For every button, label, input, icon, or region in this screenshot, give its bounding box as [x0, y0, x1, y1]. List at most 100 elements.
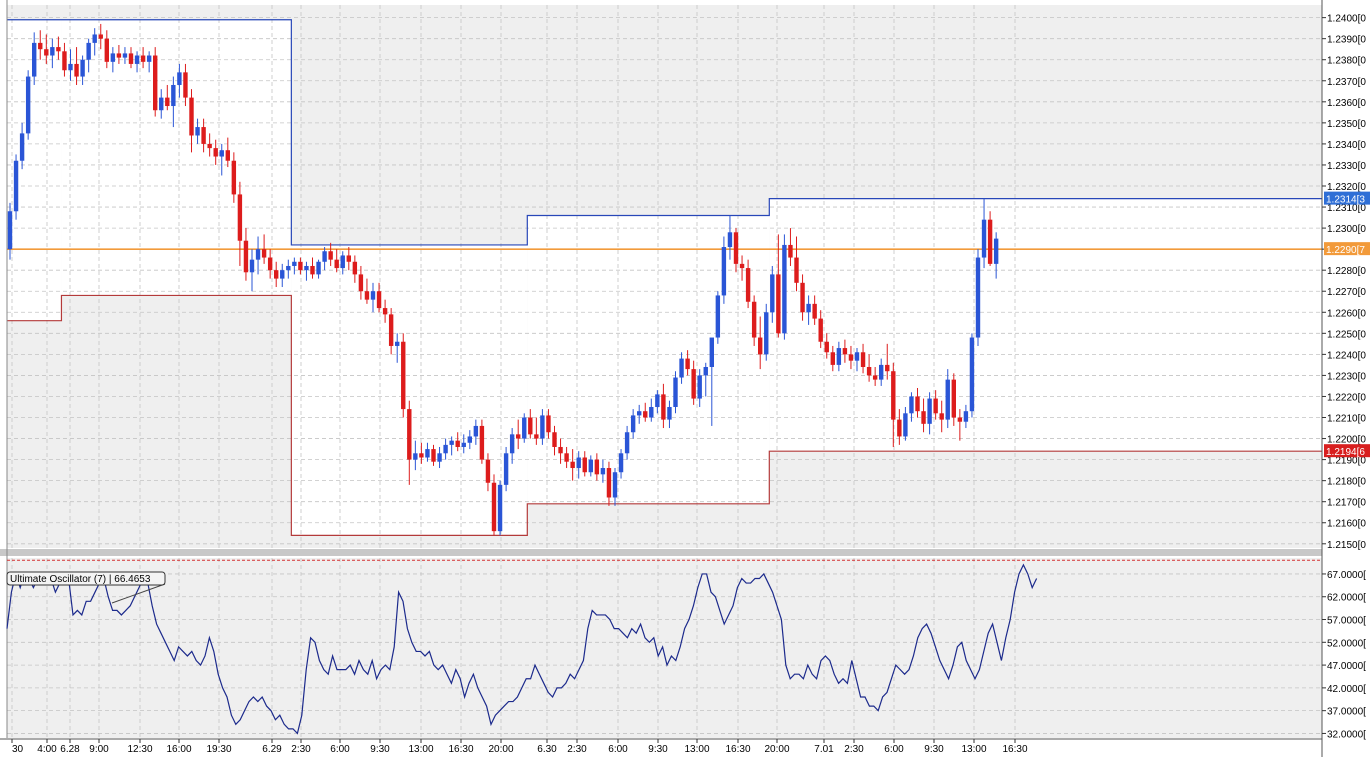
candle-body — [522, 417, 527, 439]
candle — [854, 348, 860, 372]
candle-body — [122, 53, 128, 58]
candle-body — [395, 341, 400, 346]
price-tick-label: 1.2150[0 — [1327, 540, 1366, 551]
candle-body — [745, 268, 751, 302]
candle-body — [116, 53, 122, 58]
time-tick-label: 13:00 — [408, 744, 433, 755]
grid — [7, 5, 1322, 738]
candle — [32, 32, 37, 85]
candle — [715, 291, 721, 344]
candle — [316, 259, 321, 279]
candle — [975, 249, 981, 346]
candle — [721, 236, 727, 304]
candle — [86, 38, 91, 73]
candle — [110, 47, 116, 73]
candle-body — [207, 143, 212, 149]
candle-body — [237, 194, 243, 241]
candle-body — [304, 265, 309, 271]
upper-band-line — [7, 19, 1322, 246]
candle-body — [92, 34, 97, 43]
candle — [655, 390, 660, 414]
candle-body — [891, 371, 896, 420]
candle-body — [588, 459, 593, 473]
candle-body — [721, 247, 727, 296]
candle — [782, 234, 787, 340]
candle — [370, 282, 376, 313]
time-tick-label: 6:00 — [884, 744, 904, 755]
candle-body — [38, 42, 43, 50]
candle — [897, 409, 902, 445]
candle-body — [618, 453, 624, 473]
pane-divider[interactable] — [0, 549, 1322, 556]
candle-body — [68, 63, 73, 71]
candle-body — [177, 72, 182, 85]
candle-body — [479, 425, 485, 460]
candle-body — [243, 240, 249, 273]
candle-body — [165, 97, 170, 107]
candle — [140, 47, 146, 69]
candle-body — [219, 150, 224, 157]
candle — [431, 444, 436, 466]
candle-body — [98, 34, 103, 39]
candle — [624, 425, 630, 460]
candle-body — [370, 291, 376, 300]
time-tick-label: 20:00 — [488, 744, 513, 755]
price-tick-label: 1.2390[0 — [1327, 35, 1366, 46]
oscillator-legend[interactable]: Ultimate Oscillator (7) | 66.4653 — [6, 571, 166, 604]
candle-body — [50, 47, 55, 56]
candle-body — [74, 63, 79, 77]
candle-body — [981, 219, 987, 258]
price-tick-label: 1.2220[0 — [1327, 392, 1366, 403]
candle-body — [401, 341, 406, 410]
candle-body — [473, 425, 479, 437]
candle — [679, 352, 684, 384]
candle — [588, 455, 593, 477]
candle — [915, 388, 920, 418]
candle-body — [939, 413, 944, 420]
time-tick-label: 2:30 — [844, 744, 864, 755]
candle-body — [951, 379, 956, 418]
candle-body — [437, 453, 442, 462]
candle — [62, 42, 67, 77]
candle-body — [788, 244, 793, 258]
candle-body — [110, 53, 116, 62]
candle — [558, 438, 563, 464]
time-tick-label: 6:00 — [330, 744, 350, 755]
candle — [382, 299, 388, 323]
candle — [146, 51, 152, 73]
candle — [255, 236, 261, 275]
candle — [776, 234, 781, 338]
price-tick-label: 1.2320[0 — [1327, 182, 1366, 193]
time-tick-label: 16:30 — [448, 744, 473, 755]
candle-body — [44, 49, 49, 56]
candle-body — [739, 263, 745, 269]
candle — [509, 428, 515, 464]
candle-body — [388, 314, 394, 346]
candle — [195, 118, 200, 144]
price-tick-label: 1.2380[0 — [1327, 56, 1366, 67]
price-tag-box — [1324, 444, 1370, 458]
candle-body — [897, 419, 902, 437]
candle-body — [576, 457, 581, 469]
candle-body — [467, 436, 472, 443]
time-tick-label: 30 — [12, 744, 24, 755]
candle-body — [643, 411, 648, 418]
candle-body — [32, 42, 37, 77]
candle — [334, 249, 339, 273]
price-tag-label: 1.2194[6 — [1326, 447, 1365, 458]
time-tick-label: 6:00 — [608, 744, 628, 755]
candle-body — [431, 449, 436, 462]
candle — [879, 358, 884, 386]
candle — [298, 257, 303, 275]
price-tick-label: 1.2350[0 — [1327, 119, 1366, 130]
candle — [213, 139, 218, 165]
oscillator-legend-label: Ultimate Oscillator (7) | 66.4653 — [10, 574, 151, 585]
time-tick-label: 9:00 — [89, 744, 109, 755]
candle-body — [292, 261, 297, 266]
candle-body — [413, 453, 418, 460]
candle-body — [885, 364, 890, 372]
candle-body — [879, 364, 884, 380]
candle-body — [582, 457, 587, 473]
candle-body — [921, 411, 926, 424]
lower-band-line — [7, 294, 1322, 536]
